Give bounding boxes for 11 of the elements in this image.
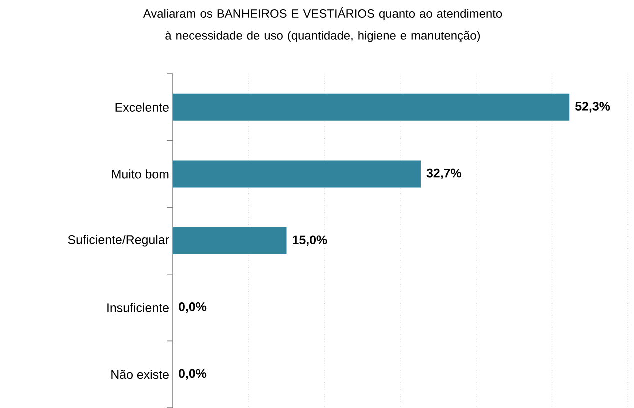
data-label: 0,0% xyxy=(179,302,207,314)
y-tick-label: Excelente xyxy=(116,102,169,112)
y-tick-label: Não existe xyxy=(112,370,169,380)
data-label: 15,0% xyxy=(293,236,328,246)
data-label: 52,3% xyxy=(576,102,610,113)
data-label: 32,7% xyxy=(426,168,462,180)
y-tick-label: Muito bom xyxy=(112,170,169,179)
data-label: 0,0% xyxy=(179,369,207,380)
y-tick-label: Suficiente/Regular xyxy=(68,235,170,247)
y-tick-label: Insuficiente xyxy=(108,303,169,312)
chart-title: Avaliaram os BANHEIROS E VESTIÁRIOS quanto ao atendimento à necessidade de uso (quantidade, higiene e manutenção) xyxy=(143,8,502,42)
